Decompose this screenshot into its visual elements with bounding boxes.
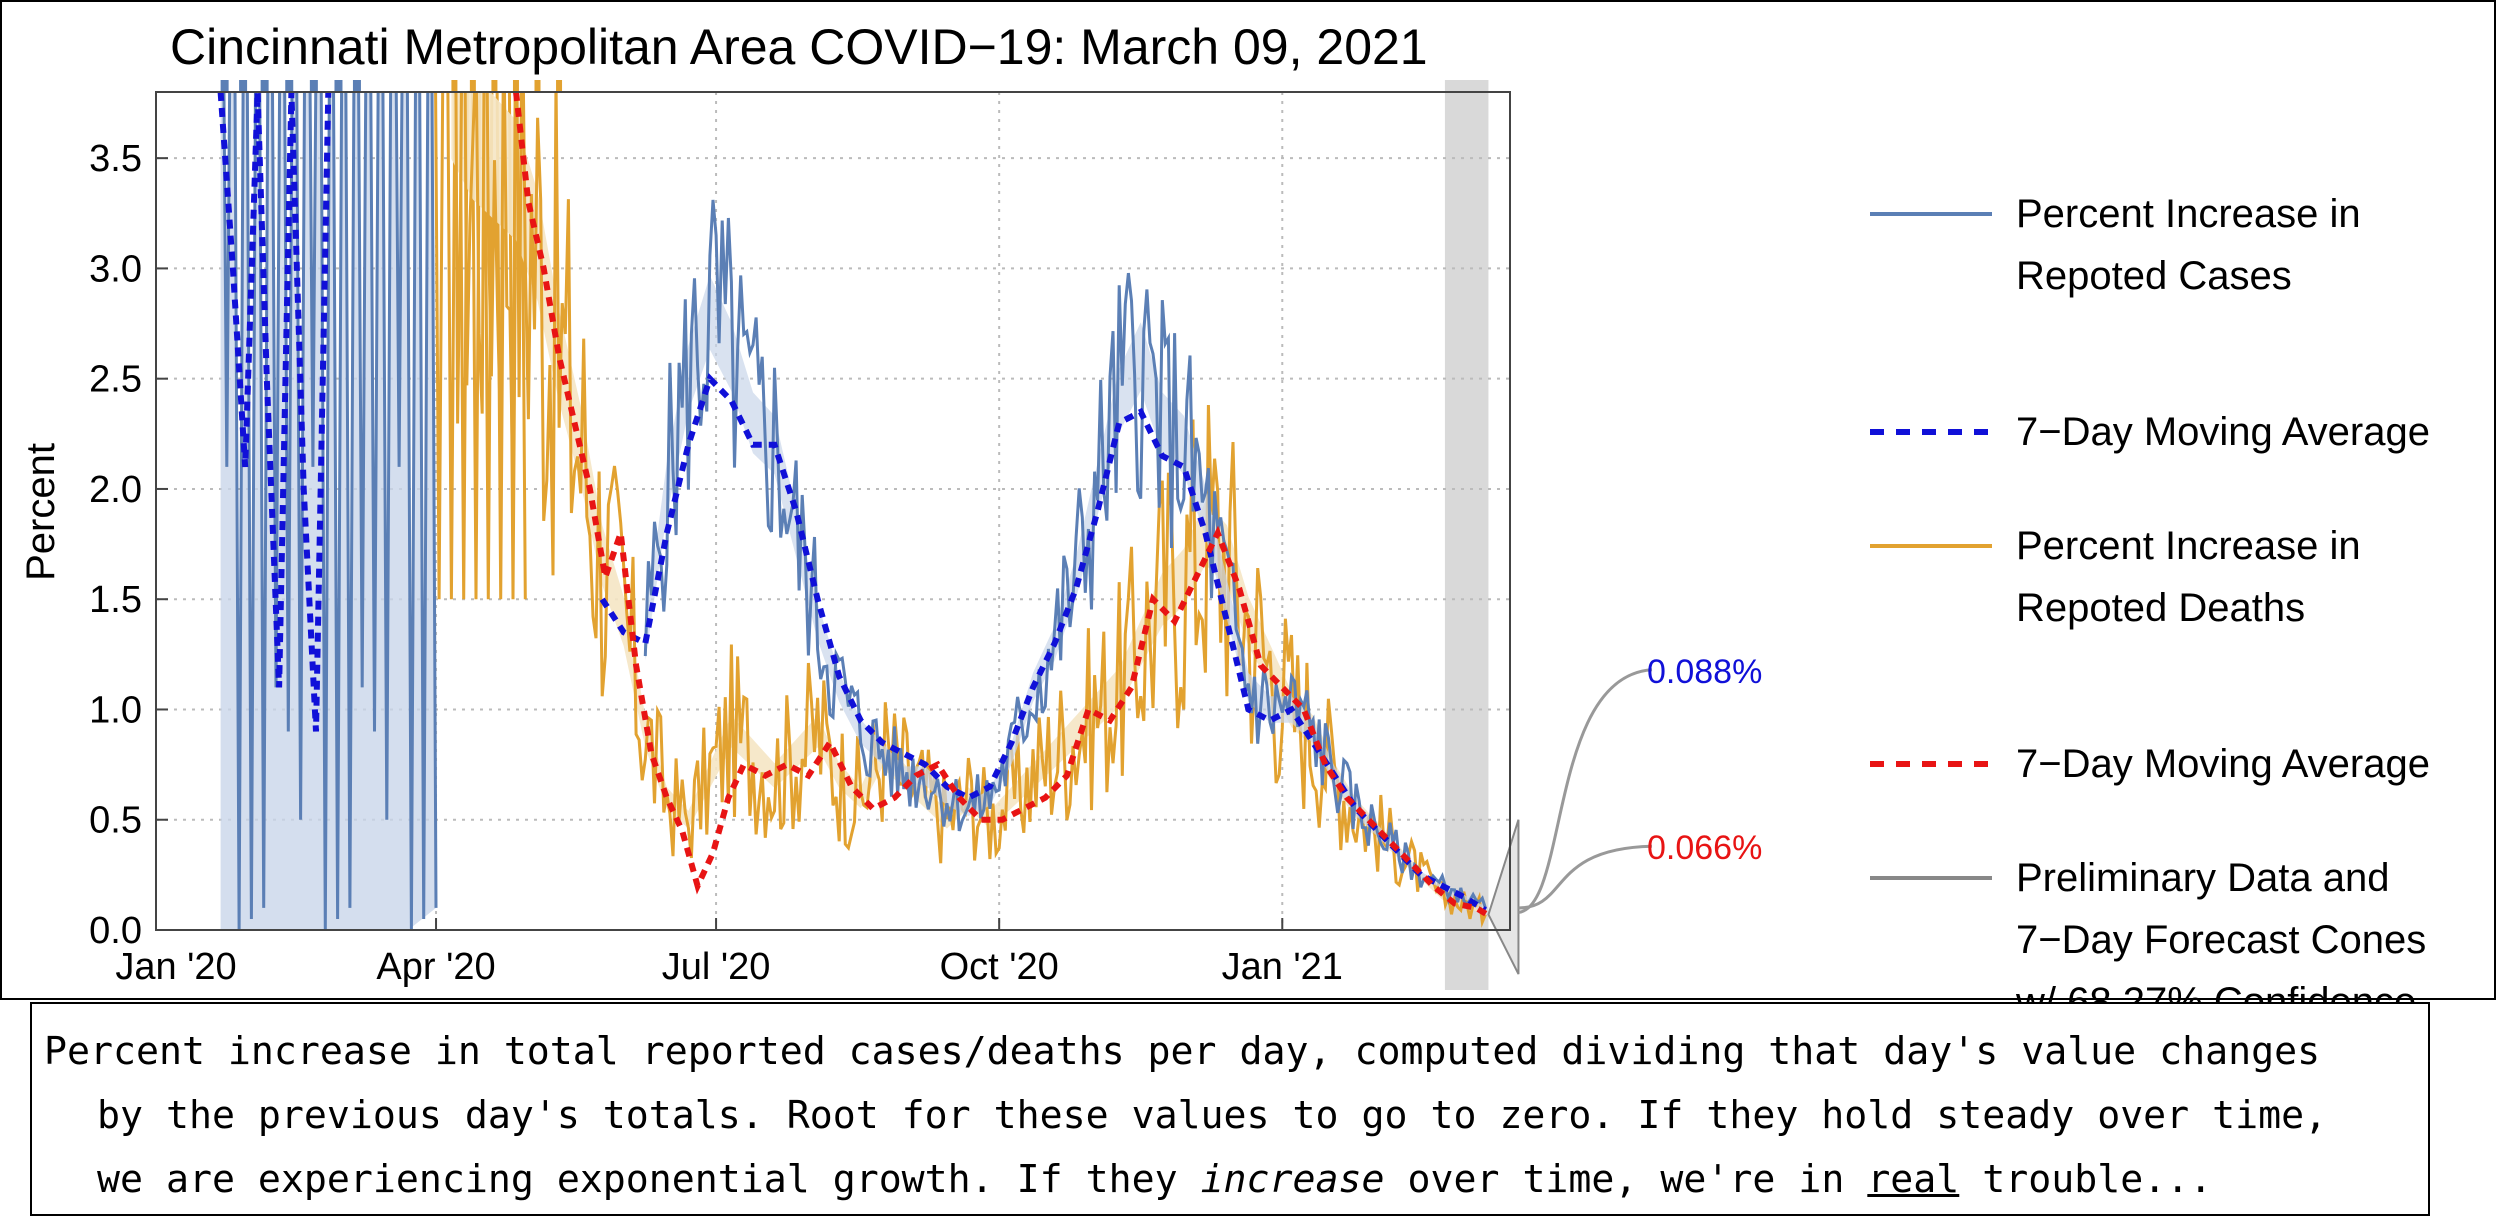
y-axis-label: Percent (19, 443, 63, 581)
legend-label-4-0: Preliminary Data and (2016, 856, 2390, 900)
title-background (164, 16, 1494, 80)
caption-text-e: trouble... (1959, 1158, 2213, 1202)
x-tick-label-0: Jan '20 (115, 946, 236, 988)
legend-label-3-0: 7−Day Moving Average (2016, 742, 2430, 786)
cases-line-early (222, 92, 438, 930)
deaths-forecast-leader (1518, 844, 1653, 910)
plot-frame (155, 91, 1511, 931)
legend-label-2-0: Percent Increase in (2016, 524, 2361, 568)
y-tick-label-2: 1.0 (89, 689, 142, 731)
legend-label-4-1: 7−Day Forecast Cones (2016, 918, 2426, 962)
y-tick-label-3: 1.5 (89, 579, 142, 621)
legend-label-1-0: 7−Day Moving Average (2016, 410, 2430, 454)
caption-line-1: Percent increase in total reported cases… (44, 1030, 2321, 1074)
x-tick-label-1: Apr '20 (376, 946, 495, 988)
y-tick-label-7: 3.5 (89, 138, 142, 180)
cases-moving-average (599, 373, 1487, 913)
cases-forecast-leader (1518, 668, 1653, 914)
chart: 0.088% 0.066% 0.0 0.5 1.0 1.5 2.0 2.5 3.0 3.5 Jan … (19, 16, 2430, 1002)
deaths-moving-average (513, 92, 1491, 918)
legend-label-0-0: Percent Increase in (2016, 192, 2361, 236)
chart-title: Cincinnati Metropolitan Area COVID−19: M… (170, 19, 1428, 75)
y-tick-label-6: 3.0 (89, 248, 142, 290)
cases-forecast-value: 0.088% (1647, 653, 1762, 691)
caption-line-2: by the previous day's totals. Root for t… (97, 1094, 2328, 1138)
x-tick-label-4: Jan '21 (1222, 946, 1343, 988)
caption-emphasis-increase: increase (1200, 1158, 1385, 1202)
legend-label-0-1: Repoted Cases (2016, 254, 2292, 298)
preliminary-data-band (1444, 60, 1489, 990)
cases-confidence-band (645, 275, 1486, 910)
y-tick-label-0: 0.0 (89, 910, 142, 952)
legend-label-2-1: Repoted Deaths (2016, 586, 2305, 630)
caption-underline-real: real (1867, 1158, 1960, 1202)
deaths-line (454, 92, 1487, 928)
cases-moving-average-early (217, 92, 332, 732)
legend-label-4-2: w/ 68.27% Confidence (2015, 980, 2416, 1002)
caption-text-c: over time, we're in (1384, 1158, 1868, 1202)
deaths-forecast-value: 0.066% (1647, 829, 1762, 867)
cases-line (643, 199, 1487, 909)
caption: Percent increase in total reported cases… (30, 1002, 2430, 1216)
chart-frame: 0.088% 0.066% 0.0 0.5 1.0 1.5 2.0 2.5 3.0 3.5 Jan … (0, 0, 2496, 1002)
y-tick-label-4: 2.0 (89, 469, 142, 511)
y-tick-label-5: 2.5 (89, 359, 142, 401)
y-tick-label-1: 0.5 (89, 800, 142, 842)
x-tick-label-2: Jul '20 (662, 946, 771, 988)
caption-line-3: we are experiencing exponential growth. … (44, 1148, 2428, 1212)
caption-text-a: we are experiencing exponential growth. … (97, 1158, 1201, 1202)
x-tick-label-3: Oct '20 (940, 946, 1059, 988)
forecast-cone (1487, 819, 1520, 975)
